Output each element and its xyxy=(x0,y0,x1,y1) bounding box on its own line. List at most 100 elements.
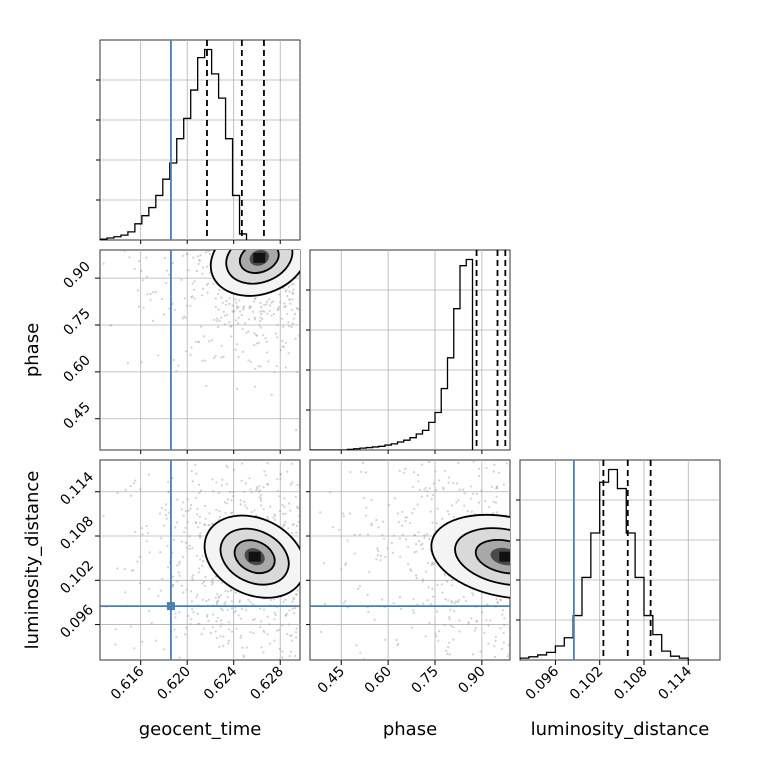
scatter-point xyxy=(677,592,679,594)
scatter-point xyxy=(320,267,322,269)
scatter-point xyxy=(560,565,562,567)
scatter-point xyxy=(134,479,137,482)
scatter-point xyxy=(521,530,523,532)
scatter-point xyxy=(142,306,145,309)
scatter-point xyxy=(526,558,528,560)
scatter-point xyxy=(234,298,237,301)
scatter-point xyxy=(283,505,286,508)
scatter-point xyxy=(311,708,313,710)
scatter-point xyxy=(558,581,560,583)
scatter-point xyxy=(408,521,412,524)
scatter-point xyxy=(635,602,637,604)
scatter-point xyxy=(195,269,198,273)
scatter-point xyxy=(262,486,265,489)
scatter-point xyxy=(359,188,361,190)
scatter-point xyxy=(164,246,166,248)
scatter-point xyxy=(198,622,201,626)
scatter-point xyxy=(587,587,589,589)
scatter-point xyxy=(407,563,410,566)
scatter-point xyxy=(353,127,355,129)
scatter-point xyxy=(231,304,234,307)
scatter-point xyxy=(545,529,547,531)
scatter-point xyxy=(239,617,243,620)
ytick-label-luminosity_distance: 0.108 xyxy=(57,513,97,553)
scatter-point xyxy=(332,549,334,551)
scatter-point xyxy=(352,276,354,278)
scatter-point xyxy=(180,584,183,587)
scatter-point xyxy=(404,538,407,541)
scatter-point xyxy=(412,611,415,615)
scatter-point xyxy=(303,300,305,302)
scatter-point xyxy=(415,543,418,546)
scatter-point xyxy=(592,391,594,393)
scatter-point xyxy=(358,428,360,430)
scatter-point xyxy=(228,628,231,631)
scatter-point xyxy=(473,629,477,632)
scatter-point xyxy=(629,526,631,528)
scatter-point xyxy=(263,310,266,313)
scatter-point xyxy=(284,614,287,617)
scatter-point xyxy=(273,611,276,614)
scatter-point xyxy=(186,252,189,255)
scatter-point xyxy=(223,243,225,245)
scatter-point xyxy=(304,557,306,559)
scatter-point xyxy=(327,576,329,578)
scatter-point xyxy=(462,595,465,599)
scatter-point xyxy=(546,483,548,485)
scatter-point xyxy=(431,521,434,524)
scatter-point xyxy=(255,342,259,345)
scatter-point xyxy=(530,528,532,530)
scatter-point xyxy=(281,624,284,627)
scatter-point xyxy=(307,602,309,604)
scatter-point xyxy=(259,310,262,313)
scatter-point xyxy=(260,620,263,623)
scatter-point xyxy=(242,208,244,210)
scatter-point xyxy=(512,553,514,555)
scatter-point xyxy=(739,554,741,556)
scatter-point xyxy=(215,601,218,604)
scatter-point xyxy=(301,271,303,273)
scatter-point xyxy=(321,313,323,315)
scatter-point xyxy=(421,463,424,466)
scatter-point xyxy=(494,635,497,638)
scatter-point xyxy=(373,618,376,621)
scatter-point xyxy=(329,491,332,494)
scatter-point xyxy=(585,607,587,609)
scatter-point xyxy=(162,247,164,249)
scatter-point xyxy=(85,499,87,501)
scatter-point xyxy=(236,343,239,346)
scatter-point xyxy=(446,652,449,655)
scatter-point xyxy=(348,348,350,350)
scatter-point xyxy=(505,462,508,465)
scatter-point xyxy=(553,547,555,549)
scatter-point xyxy=(252,233,254,235)
scatter-point xyxy=(295,627,298,630)
scatter-point xyxy=(294,337,297,340)
scatter-point xyxy=(306,551,308,553)
scatter-point xyxy=(230,189,232,191)
scatter-point xyxy=(140,527,143,530)
scatter-point xyxy=(237,316,240,319)
scatter-point xyxy=(309,226,311,228)
scatter-point xyxy=(259,365,262,368)
scatter-point xyxy=(442,488,445,491)
scatter-point xyxy=(268,309,271,312)
scatter-point xyxy=(632,526,634,528)
scatter-point xyxy=(485,466,488,470)
scatter-point xyxy=(323,275,325,277)
scatter-point xyxy=(576,581,578,583)
scatter-point xyxy=(591,505,593,507)
scatter-point xyxy=(223,195,225,197)
scatter-point xyxy=(536,650,538,652)
scatter-point xyxy=(282,145,284,147)
scatter-point xyxy=(211,451,213,453)
scatter-point xyxy=(138,260,141,263)
scatter-point xyxy=(133,185,135,187)
scatter-point xyxy=(334,441,336,443)
scatter-point xyxy=(230,324,233,328)
scatter-point xyxy=(613,653,615,655)
scatter-point xyxy=(344,600,347,603)
scatter-point xyxy=(244,243,246,245)
scatter-point xyxy=(345,562,348,565)
scatter-point xyxy=(288,609,291,612)
